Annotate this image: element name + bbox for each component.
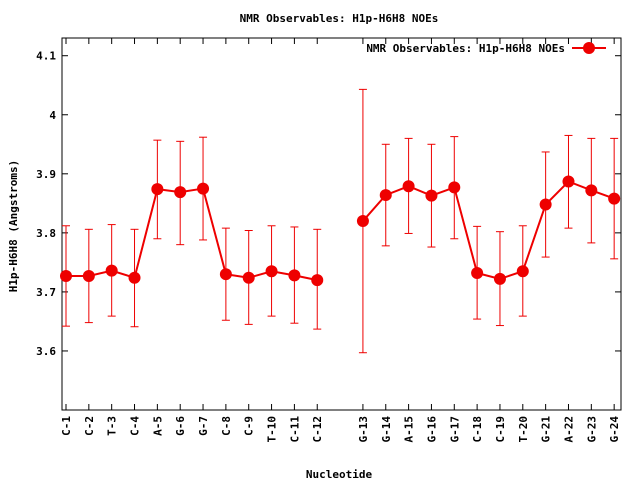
data-point [425, 189, 438, 202]
x-tick-label: G-16 [425, 416, 438, 443]
y-axis: 3.6 3.7 3.8 3.9 4 4.1 [36, 50, 621, 358]
x-tick-label: G-6 [174, 416, 187, 436]
data-point [242, 271, 255, 284]
y-tick-label: 4 [49, 109, 56, 122]
data-point [82, 269, 95, 282]
data-point [128, 271, 141, 284]
x-tick-label: G-14 [380, 416, 393, 443]
x-tick-label: G-17 [448, 416, 461, 443]
x-tick-label: C-19 [494, 416, 507, 443]
y-axis-label: H1p-H6H8 (Angstroms) [7, 160, 20, 292]
data-point [379, 189, 392, 202]
data-point [197, 182, 210, 195]
x-tick-label: C-4 [129, 416, 142, 436]
data-point [265, 265, 278, 278]
x-tick-label: A-5 [151, 416, 164, 436]
data-point [288, 269, 301, 282]
x-tick-label: T-20 [517, 416, 530, 443]
series-line [66, 187, 318, 282]
x-tick-label: C-18 [471, 416, 484, 443]
y-tick-label: 3.6 [36, 345, 56, 358]
x-tick-label: G-24 [608, 416, 621, 443]
data-point [493, 272, 506, 285]
x-tick-label: T-10 [266, 416, 279, 443]
data-point [562, 175, 575, 188]
x-tick-label: G-7 [197, 416, 210, 436]
x-tick-label: C-12 [311, 416, 324, 443]
y-tick-label: 4.1 [36, 50, 56, 63]
x-tick-label: C-1 [60, 416, 73, 436]
x-tick-label: C-2 [83, 416, 96, 436]
data-point [311, 274, 324, 287]
data-point [174, 186, 187, 199]
data-point [60, 269, 72, 282]
x-tick-label: T-3 [106, 416, 119, 436]
data-point [585, 184, 598, 197]
data-point [608, 192, 621, 205]
x-tick-label: A-15 [403, 416, 416, 443]
x-tick-label: C-11 [288, 416, 301, 443]
series-line [362, 180, 615, 280]
data-point [151, 183, 164, 196]
data-point [448, 181, 461, 194]
data-point [219, 268, 232, 281]
data-point [516, 265, 529, 278]
x-tick-label: G-13 [357, 416, 370, 443]
legend: NMR Observables: H1p-H6H8 NOEs [366, 42, 606, 55]
x-tick-label: G-23 [585, 416, 598, 443]
data-point [539, 198, 552, 211]
series-layer [60, 88, 621, 354]
data-point [105, 264, 118, 277]
y-tick-label: 3.9 [36, 168, 56, 181]
legend-label: NMR Observables: H1p-H6H8 NOEs [366, 42, 565, 55]
chart-title: NMR Observables: H1p-H6H8 NOEs [240, 12, 439, 25]
data-point [471, 267, 484, 280]
plot-frame [61, 37, 622, 411]
x-axis-label: Nucleotide [306, 468, 373, 480]
x-tick-label: G-21 [540, 416, 553, 443]
x-tick-label: C-9 [243, 416, 256, 436]
data-point [356, 215, 369, 228]
x-tick-label: A-22 [562, 416, 575, 443]
y-tick-label: 3.8 [36, 227, 56, 240]
data-point [402, 180, 415, 193]
legend-marker [583, 42, 595, 54]
x-axis: C-1 C-2 T-3 C-4 A-5 G-6 G-7 C-8 C-9 T-10 C-11 C-12 G… [60, 38, 621, 443]
y-tick-label: 3.7 [36, 286, 56, 299]
x-tick-label: C-8 [220, 416, 233, 436]
